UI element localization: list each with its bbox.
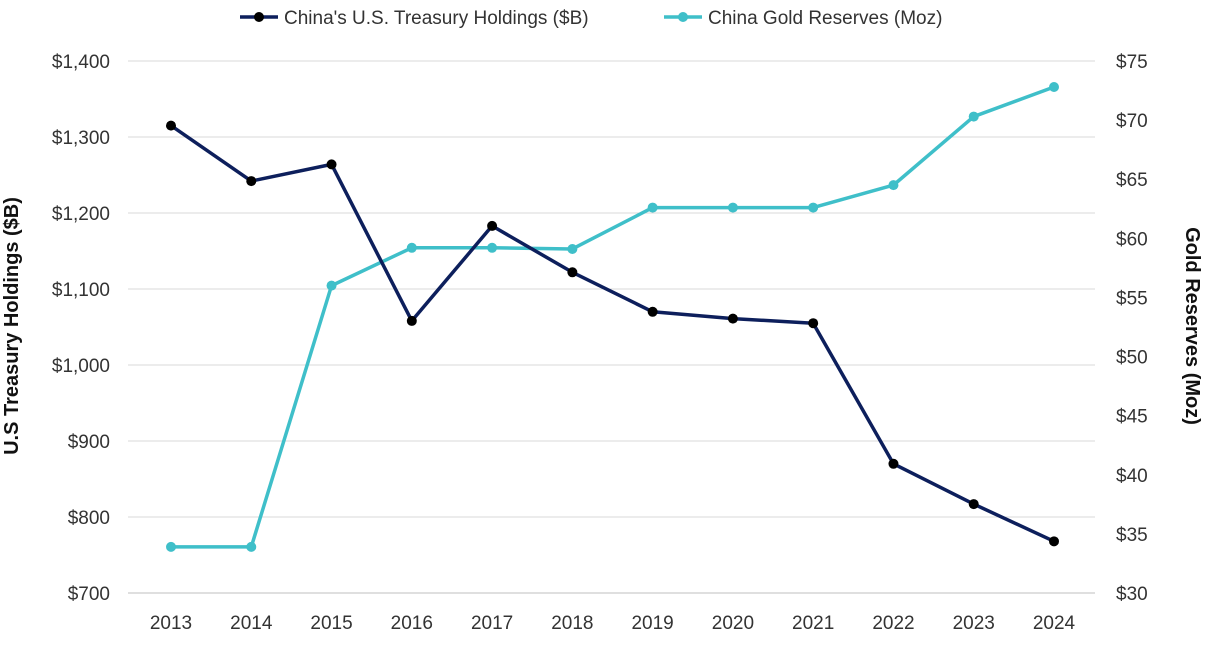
right-tick-label: $40: [1116, 466, 1148, 487]
legend-swatch-marker: [678, 12, 688, 22]
x-tick-label: 2019: [631, 613, 673, 634]
legend-item-treasury: China's U.S. Treasury Holdings ($B): [240, 8, 589, 29]
data-point: [326, 280, 337, 291]
series-layer: [166, 82, 1059, 552]
x-tick-label: 2016: [391, 613, 433, 634]
x-tick-label: 2020: [712, 613, 754, 634]
data-point: [487, 242, 498, 253]
legend-label: China's U.S. Treasury Holdings ($B): [284, 8, 589, 29]
data-point: [647, 306, 658, 317]
left-tick-label: $800: [68, 508, 110, 529]
data-point: [246, 541, 257, 552]
series-gold-reserves: [166, 82, 1059, 552]
right-tick-label: $70: [1116, 111, 1148, 132]
series-treasury-holdings: [166, 120, 1059, 547]
data-point: [968, 499, 979, 510]
legend-label: China Gold Reserves (Moz): [708, 8, 942, 29]
right-tick-label: $30: [1116, 584, 1148, 605]
right-tick-label: $35: [1116, 525, 1148, 546]
left-tick-label: $1,200: [52, 204, 110, 225]
data-point: [406, 242, 417, 253]
right-tick-label: $75: [1116, 52, 1148, 73]
series-line: [169, 85, 1056, 549]
x-tick-label: 2017: [471, 613, 513, 634]
data-point: [727, 313, 738, 324]
legend-item-gold: China Gold Reserves (Moz): [664, 8, 942, 29]
x-tick-label: 2023: [953, 613, 995, 634]
right-tick-label: $65: [1116, 170, 1148, 191]
left-tick-label: $700: [68, 584, 110, 605]
left-tick-label: $1,400: [52, 52, 110, 73]
legend-swatch-marker: [254, 12, 264, 22]
right-tick-label: $50: [1116, 348, 1148, 369]
data-point: [647, 202, 658, 213]
right-axis-ticks: $30 $35 $40 $45 $50 $55 $60 $65 $70 $75: [1116, 52, 1148, 605]
left-tick-label: $1,300: [52, 128, 110, 149]
x-tick-label: 2013: [150, 613, 192, 634]
data-point: [727, 202, 738, 213]
data-point: [166, 120, 176, 131]
data-point: [166, 541, 176, 552]
data-point: [1049, 82, 1059, 93]
left-tick-label: $1,000: [52, 356, 110, 377]
data-point: [888, 180, 899, 191]
left-tick-label: $1,100: [52, 280, 110, 301]
legend: China's U.S. Treasury Holdings ($B) China…: [240, 8, 942, 29]
gridlines: [128, 60, 1095, 594]
data-point: [406, 315, 417, 326]
data-point: [567, 267, 578, 278]
left-axis-title: U.S Treasury Holdings ($B): [1, 197, 23, 455]
x-tick-label: 2018: [551, 613, 593, 634]
data-point: [246, 176, 257, 187]
data-point: [808, 202, 819, 213]
data-point: [326, 159, 337, 170]
x-tick-label: 2021: [792, 613, 834, 634]
right-axis-title: Gold Reserves (Moz): [1181, 227, 1203, 425]
data-point: [567, 243, 578, 254]
x-tick-label: 2022: [872, 613, 914, 634]
x-tick-label: 2014: [230, 613, 273, 634]
right-tick-label: $45: [1116, 407, 1148, 428]
left-tick-label: $900: [68, 432, 110, 453]
data-point: [888, 458, 899, 469]
data-point: [808, 318, 819, 329]
right-tick-label: $55: [1116, 288, 1148, 309]
left-axis-ticks: $700 $800 $900 $1,000 $1,100 $1,200 $1,300 $1,4…: [52, 52, 110, 605]
x-tick-label: 2015: [310, 613, 352, 634]
data-point: [968, 111, 979, 122]
data-point: [487, 220, 498, 231]
x-axis-ticks: 2013 2014 2015 2016 2017 2018 2019 2020 2021 2022…: [150, 613, 1076, 634]
right-tick-label: $60: [1116, 229, 1148, 250]
x-tick-label: 2024: [1033, 613, 1076, 634]
series-line: [169, 123, 1056, 544]
data-point: [1049, 536, 1059, 547]
